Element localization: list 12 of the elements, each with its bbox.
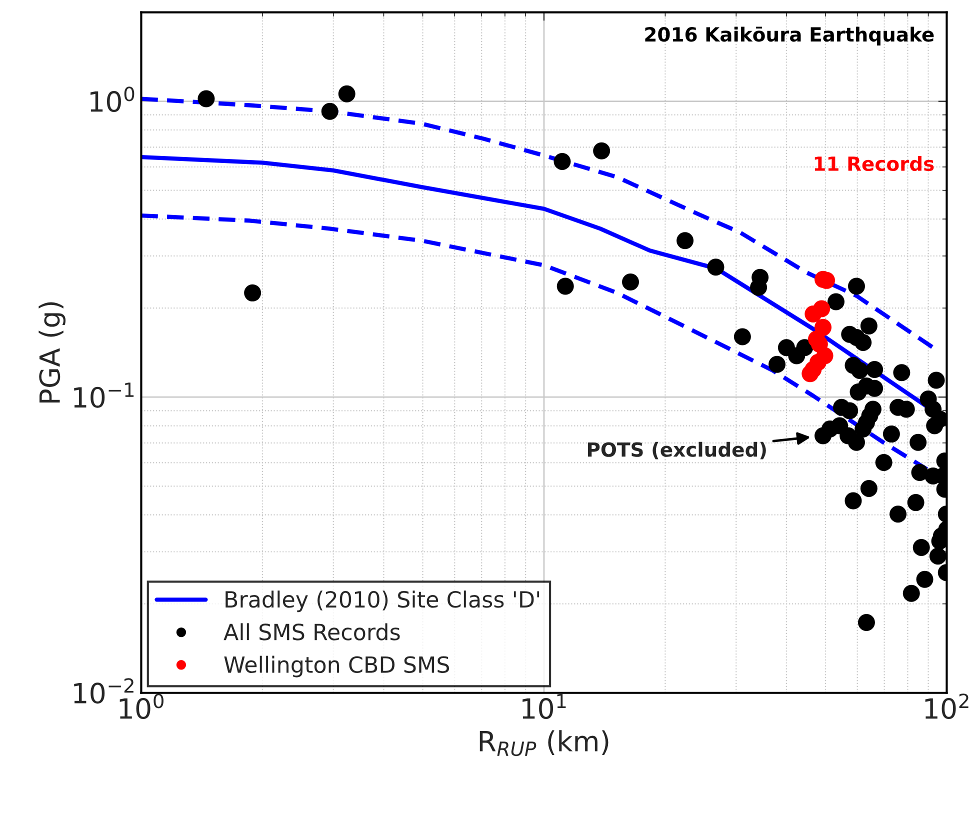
y-tick-label: 10$^{−1}$ xyxy=(74,382,134,408)
legend-label: Wellington CBD SMS xyxy=(224,656,450,678)
x-tick-label: 10$^{1}$ xyxy=(522,694,566,720)
annotation: POTS (excluded) xyxy=(588,442,766,460)
x-axis-title: R$_{RUP}$ (km) xyxy=(480,730,608,756)
legend-label: All SMS Records xyxy=(224,623,400,640)
y-tick-label: 10$^{0}$ xyxy=(90,86,134,112)
legend-label: Bradley (2010) Site Class 'D' xyxy=(226,590,540,612)
y-axis-title: PGA (g) xyxy=(38,302,66,403)
annotation: 11 Records xyxy=(814,156,934,172)
x-tick-label: 10$^{2}$ xyxy=(925,694,968,720)
annotation: 2016 Kaikōura Earthquake xyxy=(645,26,934,46)
